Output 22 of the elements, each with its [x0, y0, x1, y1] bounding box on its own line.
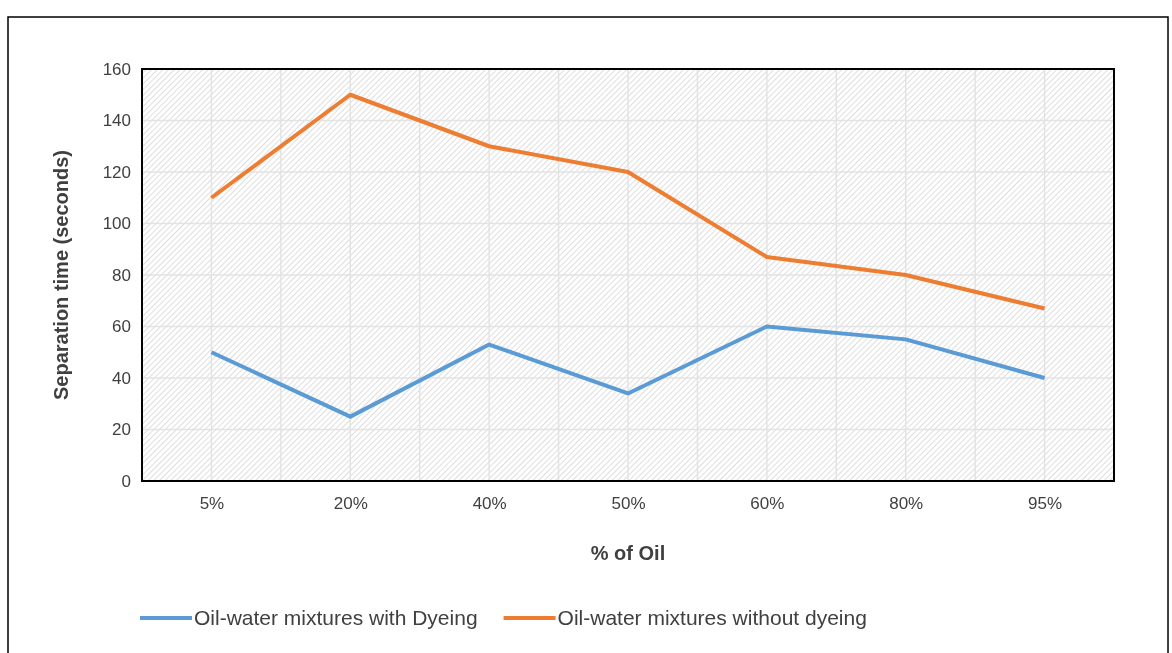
y-tick-label: 80 [112, 265, 131, 285]
y-tick-label: 20 [112, 420, 131, 440]
line-series [209, 92, 1047, 311]
x-tick-label: 60% [750, 494, 785, 514]
y-tick-label: 100 [102, 214, 131, 234]
y-tick-label: 140 [102, 111, 131, 131]
y-tick-label: 60 [112, 317, 131, 337]
x-tick-label: 40% [472, 494, 507, 514]
y-tick-label: 120 [102, 162, 131, 182]
x-tick-label: 50% [611, 494, 646, 514]
x-tick-label: 95% [1028, 494, 1063, 514]
x-tick-label: 5% [199, 494, 225, 514]
y-tick-label: 40 [112, 368, 131, 388]
y-axis-title: Separation time (seconds) [50, 149, 72, 401]
legend-label: Oil-water mixtures with Dyeing [194, 606, 478, 629]
line-series [209, 324, 1047, 419]
y-tick-label: 160 [102, 59, 131, 79]
x-axis-title: % of Oil [590, 542, 666, 564]
y-tick-label: 0 [121, 471, 131, 491]
x-tick-label: 20% [333, 494, 368, 514]
x-tick-label: 80% [889, 494, 924, 514]
legend-label: Oil-water mixtures without dyeing [557, 606, 867, 629]
